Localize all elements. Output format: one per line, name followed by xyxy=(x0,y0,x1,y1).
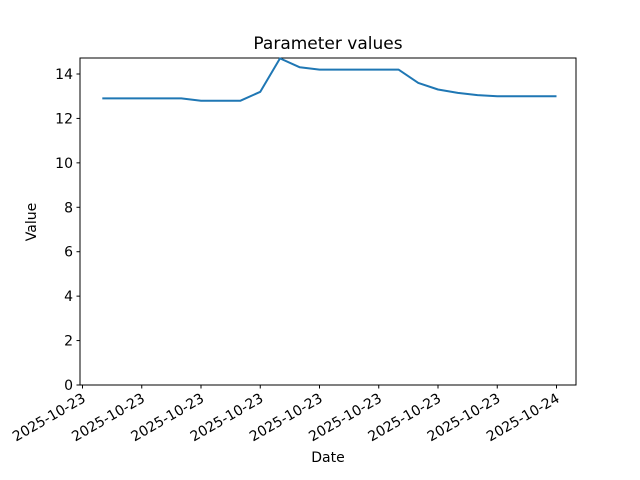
y-tick-label: 0 xyxy=(64,378,73,394)
y-tick-label: 14 xyxy=(55,67,73,83)
y-tick-label: 4 xyxy=(64,289,73,305)
y-tick-label: 10 xyxy=(55,156,73,172)
plot-area xyxy=(79,57,577,386)
chart-title: Parameter values xyxy=(253,34,402,54)
x-axis: 2025-10-232025-10-232025-10-232025-10-23… xyxy=(10,385,563,445)
y-axis-label: Value xyxy=(24,203,40,241)
x-axis-label: Date xyxy=(311,450,344,466)
y-tick-label: 12 xyxy=(55,111,73,127)
y-tick-label: 8 xyxy=(64,200,73,216)
y-tick-label: 2 xyxy=(64,334,73,350)
series-line xyxy=(102,57,557,102)
y-tick-label: 6 xyxy=(64,245,73,261)
y-axis: 0 2 4 6 8 10 12 14 xyxy=(55,67,80,394)
